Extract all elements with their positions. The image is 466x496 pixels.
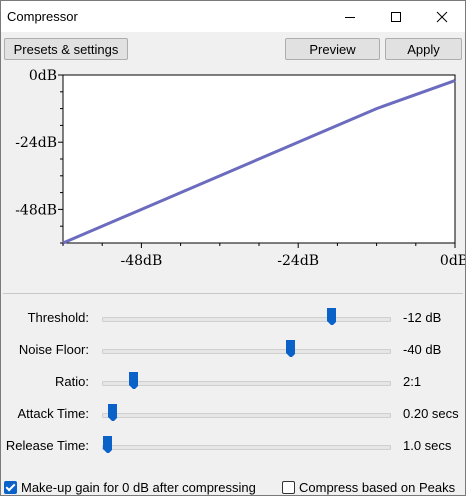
threshold-value: -12 dB: [403, 310, 442, 325]
minimize-icon: [345, 16, 355, 18]
x-tick-label: -48dB: [121, 253, 163, 269]
threshold-slider[interactable]: [102, 317, 391, 322]
attack-time-value: 0.20 secs: [403, 406, 459, 421]
attack-time-label: Attack Time:: [17, 406, 89, 421]
curve-chart: 0dB -24dB -48dB -48dB -24dB 0dB: [15, 68, 466, 269]
ratio-slider[interactable]: [102, 381, 391, 386]
noise-floor-slider-thumb[interactable]: [285, 339, 296, 357]
compress-peaks-checkbox[interactable]: Compress based on Peaks: [282, 479, 455, 495]
attack-time-slider-thumb[interactable]: [107, 403, 118, 421]
presets-settings-button[interactable]: Presets & settings: [4, 38, 128, 60]
release-time-label: Release Time:: [5, 438, 89, 453]
ratio-row: Ratio: 2:1: [1, 370, 465, 394]
threshold-label: Threshold:: [27, 310, 89, 325]
release-time-slider[interactable]: [102, 445, 391, 450]
noise-floor-row: Noise Floor: -40 dB: [1, 338, 465, 362]
attack-time-slider[interactable]: [102, 413, 391, 418]
preview-button[interactable]: Preview: [285, 38, 380, 60]
makeup-gain-checkbox[interactable]: Make-up gain for 0 dB after compressing: [4, 479, 256, 495]
compression-curve-plot: 0dB -24dB -48dB -48dB -24dB 0dB: [1, 67, 466, 279]
title-bar: Compressor: [1, 1, 465, 32]
makeup-gain-label: Make-up gain for 0 dB after compressing: [21, 479, 256, 495]
y-tick-label: -48dB: [15, 202, 57, 218]
compress-peaks-check-icon: [282, 480, 295, 494]
y-tick-label: -24dB: [15, 135, 57, 151]
attack-time-row: Attack Time: 0.20 secs: [1, 402, 465, 426]
noise-floor-label: Noise Floor:: [18, 342, 89, 357]
maximize-button[interactable]: [373, 1, 419, 32]
divider: [3, 293, 463, 294]
minimize-button[interactable]: [327, 1, 373, 32]
noise-floor-value: -40 dB: [403, 342, 442, 357]
release-time-row: Release Time: 1.0 secs: [1, 434, 465, 458]
window-title: Compressor: [7, 9, 78, 24]
release-time-value: 1.0 secs: [403, 438, 452, 453]
x-tick-label: -24dB: [277, 253, 319, 269]
x-tick-label: 0dB: [440, 253, 465, 269]
ratio-slider-thumb[interactable]: [128, 371, 138, 389]
maximize-icon: [391, 11, 401, 22]
threshold-slider-thumb[interactable]: [326, 307, 336, 325]
y-tick-label: 0dB: [29, 68, 57, 84]
threshold-row: Threshold: -12 dB: [1, 306, 465, 330]
close-button[interactable]: [419, 1, 465, 32]
release-time-slider-thumb[interactable]: [102, 435, 112, 453]
ratio-value: 2:1: [403, 374, 422, 389]
compression-curve-line: [62, 79, 456, 245]
makeup-gain-check-icon: [4, 480, 17, 494]
noise-floor-slider[interactable]: [102, 349, 391, 354]
ratio-label: Ratio:: [55, 374, 89, 389]
compress-peaks-label: Compress based on Peaks: [299, 479, 456, 495]
apply-button[interactable]: Apply: [385, 38, 462, 60]
close-icon: [436, 11, 448, 22]
